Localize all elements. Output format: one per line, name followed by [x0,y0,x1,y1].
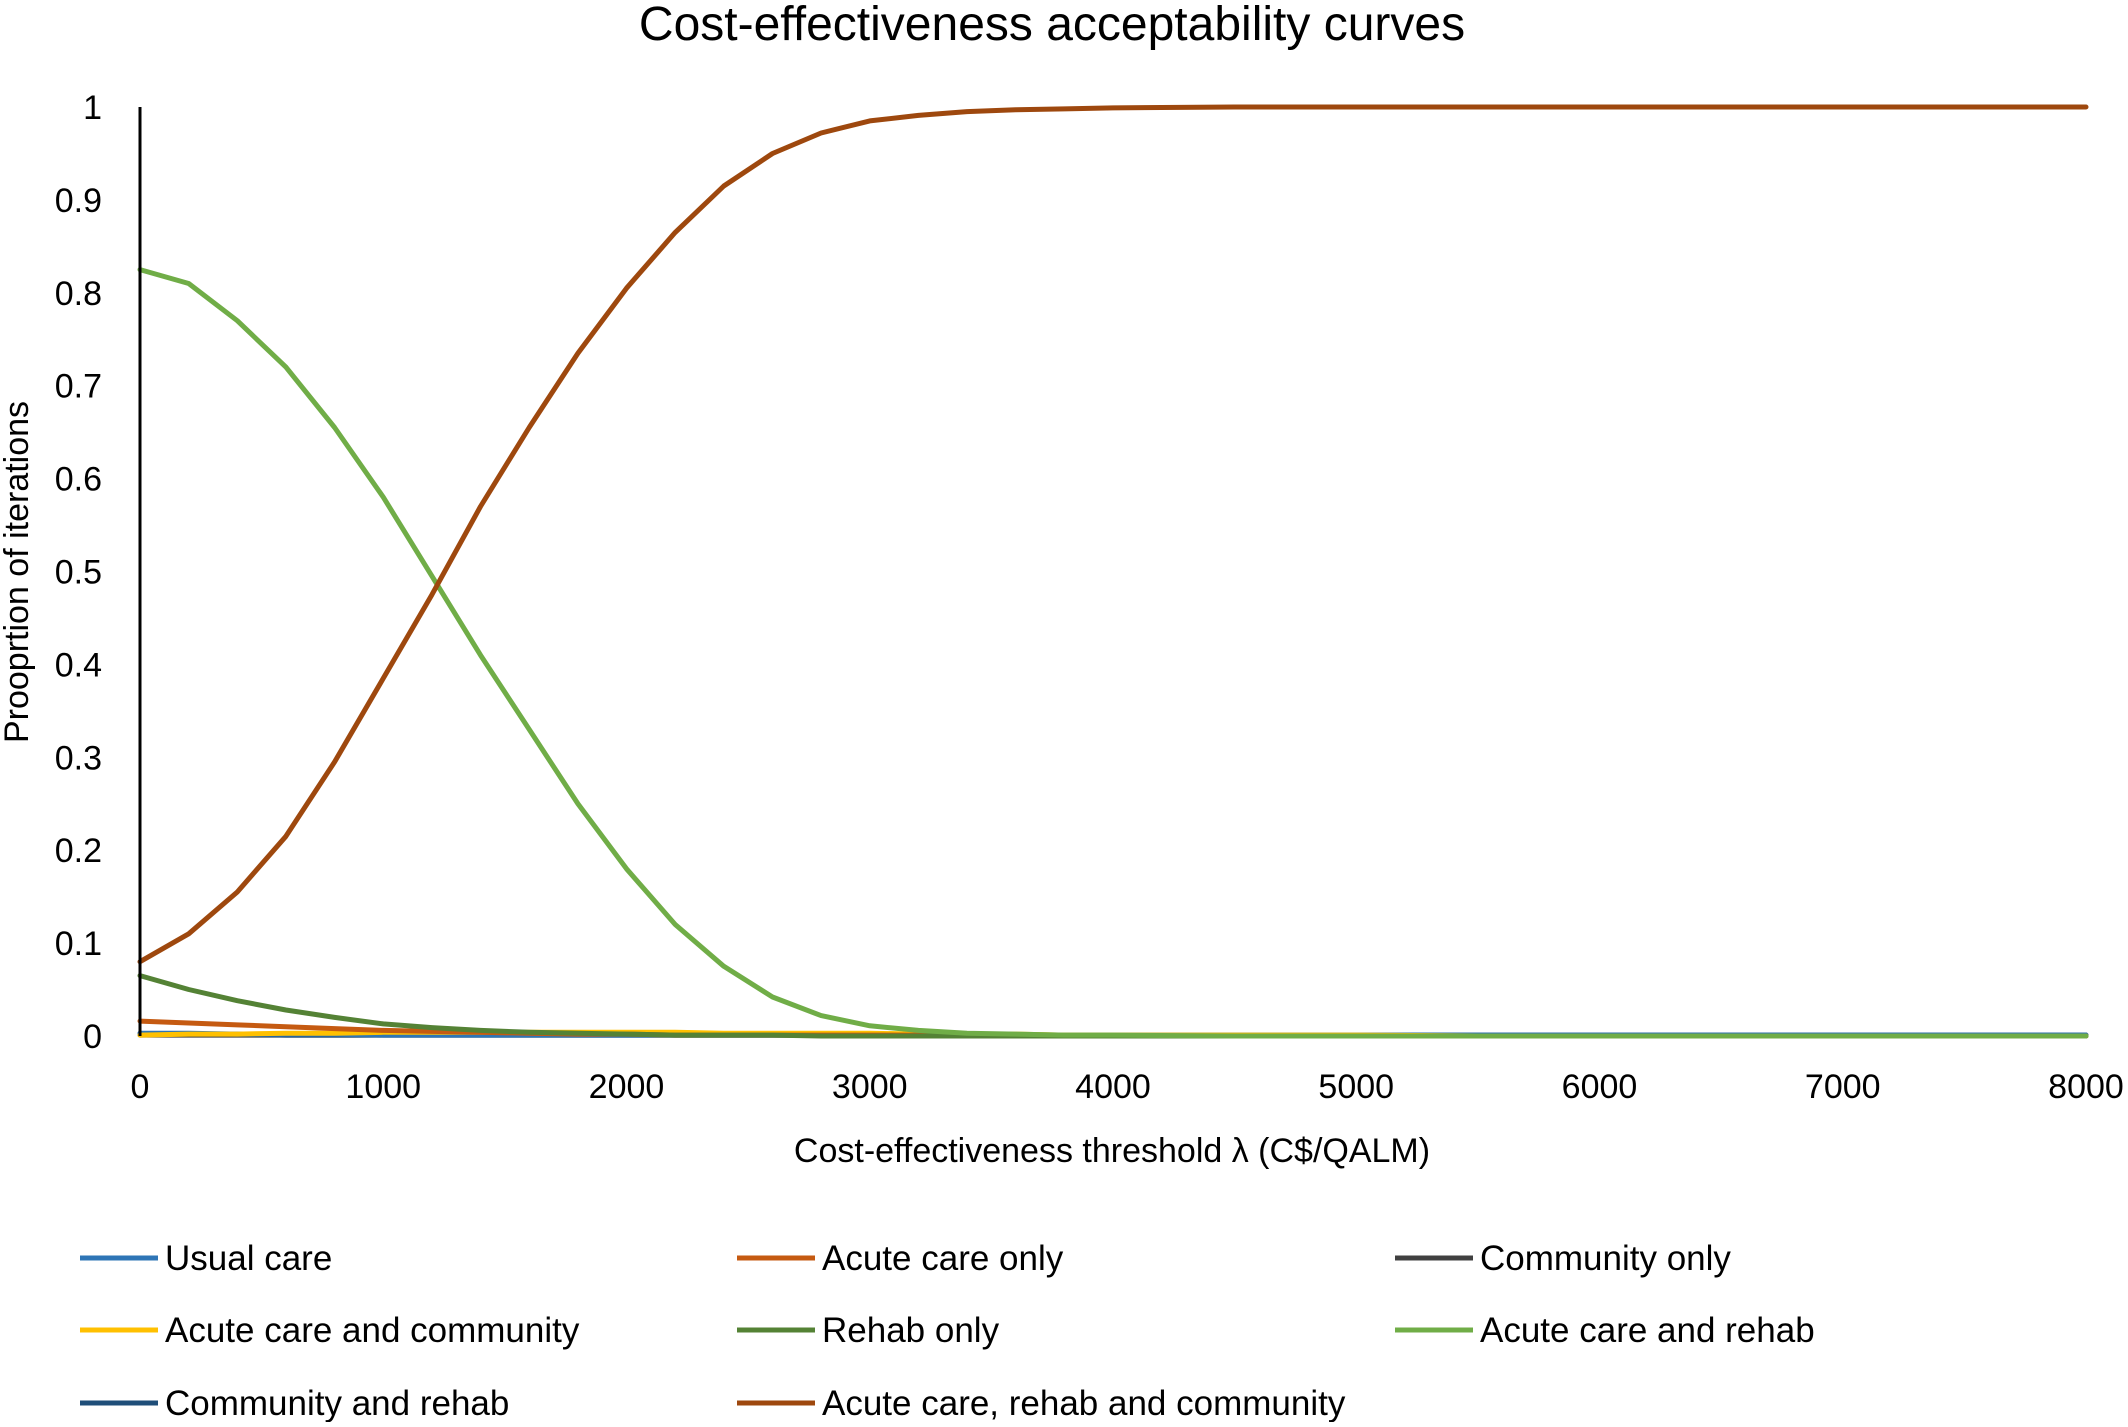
legend-item: Acute care only [737,1239,1064,1278]
legend-label: Acute care only [822,1239,1064,1278]
chart-title: Cost-effectiveness acceptability curves [639,0,1465,51]
legend-label: Usual care [165,1239,332,1278]
y-tick-label: 0.2 [55,832,102,870]
x-tick-label: 0 [131,1068,150,1106]
legend-label: Rehab only [822,1311,1000,1350]
y-tick-label: 0.6 [55,461,102,499]
x-tick-label: 5000 [1318,1068,1394,1106]
x-tick-label: 7000 [1805,1068,1881,1106]
y-axis-label: Prooprtion of iterations [0,401,36,743]
x-tick-label: 4000 [1075,1068,1151,1106]
x-tick-labels: 0 1000 2000 3000 4000 5000 6000 7000 8000 [131,1068,2124,1106]
y-tick-label: 0.8 [55,275,102,313]
x-axis-label: Cost-effectiveness threshold λ (C$/QALM) [794,1132,1430,1170]
x-tick-label: 6000 [1562,1068,1638,1106]
legend-label: Community and rehab [165,1384,509,1422]
y-tick-label: 0.7 [55,368,102,406]
legend-label: Community only [1480,1239,1731,1278]
legend-item: Acute care and community [80,1311,580,1350]
legend: Usual care Acute care only Community only A… [80,1239,1815,1423]
y-tick-label: 0.1 [55,925,102,963]
y-tick-label: 0.9 [55,182,102,220]
y-tick-label: 0.4 [55,646,102,684]
series-line-6 [137,267,2089,1039]
series-line-5 [137,973,2089,1039]
series-line-8 [137,104,2089,965]
x-tick-label: 3000 [832,1068,908,1106]
legend-item: Community only [1395,1239,1731,1278]
legend-label: Acute care, rehab and community [822,1384,1346,1422]
x-tick-label: 8000 [2048,1068,2124,1106]
legend-item: Rehab only [737,1311,1000,1350]
y-tick-label: 0.5 [55,554,102,592]
legend-label: Acute care and community [165,1311,580,1350]
series-layer [137,104,2089,1039]
legend-item: Acute care, rehab and community [737,1384,1346,1423]
x-tick-label: 1000 [345,1068,421,1106]
y-tick-label: 0 [83,1018,102,1056]
y-tick-label: 0.3 [55,739,102,777]
legend-item: Community and rehab [80,1384,509,1423]
legend-item: Usual care [80,1239,332,1278]
legend-label: Acute care and rehab [1480,1311,1815,1350]
y-tick-label: 1 [83,89,102,127]
x-tick-label: 2000 [589,1068,665,1106]
legend-item: Acute care and rehab [1395,1311,1815,1350]
y-tick-labels: 0 0.1 0.2 0.3 0.4 0.5 0.6 0.7 0.8 0.9 1 [55,89,102,1056]
